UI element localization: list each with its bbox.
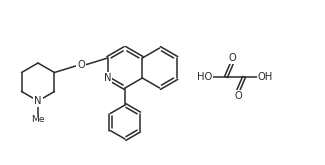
Text: HO: HO (197, 72, 212, 82)
Text: Me: Me (31, 115, 45, 125)
Text: O: O (228, 53, 236, 63)
Text: N: N (34, 96, 42, 106)
Text: O: O (234, 91, 242, 101)
Text: N: N (104, 73, 111, 83)
Text: O: O (77, 60, 85, 70)
Text: OH: OH (258, 72, 273, 82)
